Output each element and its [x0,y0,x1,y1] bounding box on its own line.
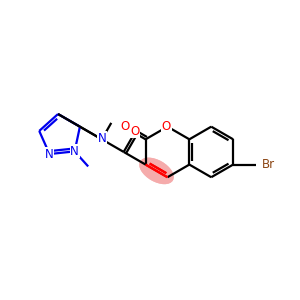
Text: O: O [130,125,140,138]
Text: N: N [98,132,106,145]
Text: O: O [130,125,140,138]
Text: Br: Br [262,158,275,171]
Text: O: O [162,120,171,133]
Text: O: O [121,120,130,133]
Ellipse shape [139,158,174,184]
Text: Br: Br [262,158,275,171]
Text: N: N [98,132,106,145]
Text: O: O [121,120,130,133]
Ellipse shape [139,158,174,184]
Text: N: N [45,148,54,160]
Text: N: N [70,145,79,158]
Text: O: O [162,120,171,133]
